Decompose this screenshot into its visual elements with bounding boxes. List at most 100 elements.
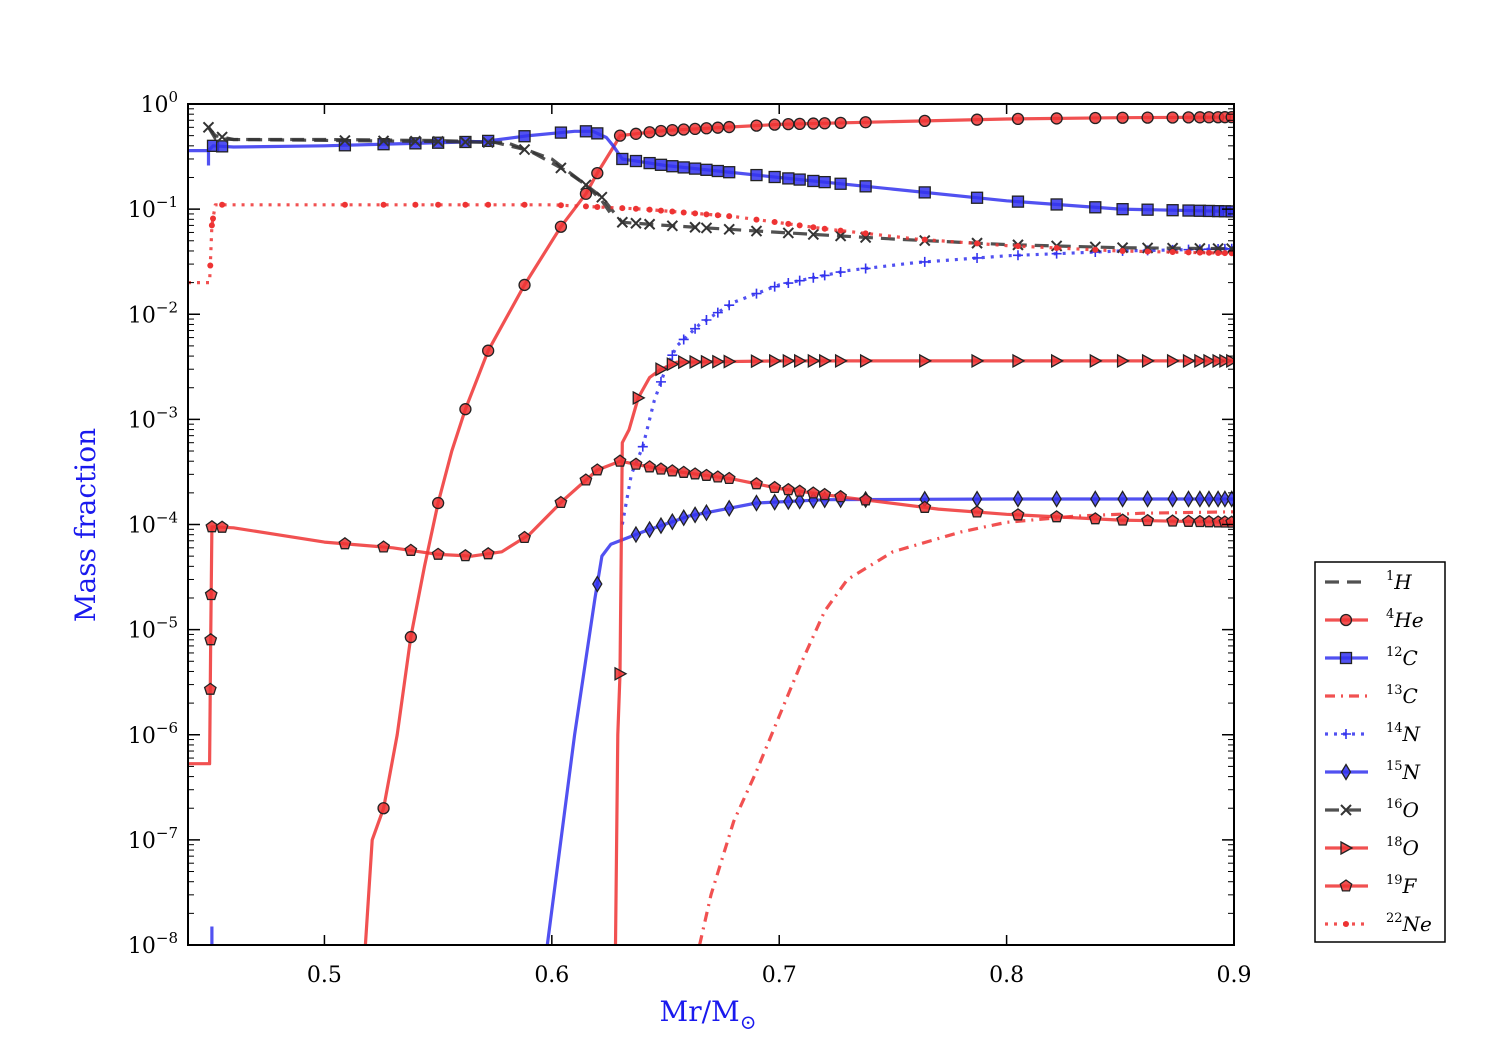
series-c12-marker-19 — [700, 163, 713, 176]
series-ne22-marker-25 — [771, 219, 778, 226]
series-f19-marker-20 — [677, 465, 691, 478]
series-o18-marker-1 — [632, 390, 646, 406]
series-o18-marker-6 — [700, 354, 714, 369]
legend-entry-n15: 15N — [1325, 759, 1422, 784]
series-o18-marker-21 — [1089, 353, 1103, 368]
series-f19-marker-36 — [1050, 510, 1064, 523]
series-o18-marker-25 — [1182, 353, 1196, 368]
series-f19-marker-6 — [377, 540, 391, 553]
series-n15-marker-21 — [1090, 490, 1101, 508]
series-c12-marker-28 — [834, 177, 847, 190]
series-c12-marker-1 — [215, 140, 229, 153]
series-f19-line — [188, 459, 1234, 766]
series-he4-marker-6 — [554, 220, 568, 233]
series-f19-marker-26 — [768, 480, 782, 494]
series-ne22-marker-5 — [380, 201, 387, 208]
series-f19-marker-13 — [579, 473, 593, 486]
series-he4-marker-10 — [629, 127, 643, 140]
series-o18-marker-7 — [712, 354, 726, 369]
series-f19-marker-24 — [722, 471, 736, 485]
series-n15-marker-4 — [667, 512, 678, 531]
series-n14-marker-0 — [637, 441, 648, 452]
legend-entry-o16: 16O — [1325, 797, 1419, 822]
series-o18-marker-4 — [678, 354, 692, 370]
series-n14-marker-7 — [724, 300, 735, 311]
series-he4-marker-30 — [1050, 112, 1063, 125]
series-c12-marker-27 — [818, 175, 831, 189]
series-n14-marker-11 — [794, 275, 805, 286]
legend-marker-n15 — [1340, 763, 1352, 781]
series-o18-marker-0 — [614, 666, 628, 681]
series-he4-marker-2 — [431, 496, 445, 510]
series-o18 — [613, 353, 1234, 945]
series-he4-marker-24 — [818, 117, 831, 130]
legend-entry-h1: 1H — [1325, 569, 1412, 594]
series-he4 — [363, 110, 1234, 945]
series-f19-marker-31 — [834, 489, 848, 503]
series-o18-marker-14 — [819, 353, 833, 368]
series-o18-marker-19 — [1012, 353, 1026, 368]
series-c12-marker-36 — [1141, 203, 1154, 216]
series-he4-marker-17 — [711, 121, 724, 134]
y-tick-label-1: 10−1 — [128, 193, 178, 223]
series-c12-marker-12 — [616, 152, 629, 166]
series-f19-marker-27 — [781, 482, 795, 496]
x-tick-label-3: 0.8 — [989, 963, 1024, 988]
series-n15-marker-24 — [1167, 490, 1178, 508]
series-he4-marker-34 — [1166, 111, 1179, 124]
legend-marker-o16 — [1340, 804, 1352, 816]
series-f19-marker-7 — [404, 543, 418, 556]
series-o16-marker-6 — [459, 136, 472, 148]
series-he4-marker-7 — [579, 187, 593, 200]
series-ne22-marker-38 — [1144, 248, 1151, 255]
series-o18-marker-16 — [859, 353, 873, 368]
series-n15-marker-25 — [1183, 490, 1194, 508]
series-c12-marker-15 — [654, 158, 668, 171]
series-n14-marker-2 — [667, 350, 678, 361]
series-he4-marker-21 — [782, 118, 795, 131]
series-o18-marker-23 — [1141, 353, 1155, 368]
series-c12-marker-21 — [723, 166, 736, 179]
series-n15-marker-19 — [1012, 490, 1024, 508]
series-o18-line — [613, 359, 1234, 945]
series-o18-marker-30 — [1226, 353, 1234, 368]
series-o18-marker-12 — [794, 353, 808, 368]
series-c12-marker-9 — [554, 126, 568, 139]
series-o16-marker-17 — [700, 222, 713, 234]
series-o16-marker-21 — [807, 228, 820, 241]
series-c12-marker-29 — [859, 180, 872, 193]
y-tick-label-5: 10−5 — [128, 614, 178, 644]
legend-entry-ne22: 22Ne — [1325, 911, 1432, 936]
x-tick-label-0: 0.5 — [307, 963, 342, 988]
series-o16-marker-19 — [750, 225, 763, 237]
series-o16-marker-9 — [555, 162, 567, 174]
series-f19-marker-15 — [613, 454, 627, 467]
legend-marker-n14 — [1341, 729, 1351, 739]
series-n15-marker-10 — [769, 493, 780, 511]
series-c12-marker-14 — [643, 156, 656, 170]
series-n15-marker-28 — [1212, 490, 1224, 508]
series-o16-marker-2 — [339, 134, 351, 147]
series-n14-marker-12 — [808, 272, 819, 283]
series-ne22-marker-39 — [1169, 249, 1176, 256]
series-n14-marker-18 — [1012, 250, 1023, 261]
series-ne22-marker-43 — [1215, 249, 1222, 256]
series-ne22-marker-20 — [692, 210, 699, 217]
series-o16-marker-8 — [518, 143, 531, 156]
series-c12 — [188, 125, 1234, 945]
series-o16-marker-20 — [782, 227, 795, 239]
series-he4-marker-8 — [591, 166, 604, 180]
series-f19-marker-2 — [204, 587, 218, 601]
series-ne22-marker-26 — [785, 220, 792, 227]
series-n15-line — [545, 497, 1234, 945]
series-ne22-marker-7 — [435, 201, 442, 208]
x-axis-label-sun: ⊙ — [740, 1010, 757, 1034]
series-c12-marker-18 — [688, 162, 702, 175]
series-f19-marker-14 — [590, 463, 604, 476]
y-tick-label-8: 10−8 — [128, 929, 178, 959]
series-c12-marker-23 — [768, 170, 781, 184]
series-o18-marker-22 — [1116, 353, 1130, 368]
series-ne22-marker-3 — [219, 201, 226, 208]
series-n14-marker-15 — [860, 263, 871, 274]
series-c12-marker-32 — [1011, 195, 1025, 208]
